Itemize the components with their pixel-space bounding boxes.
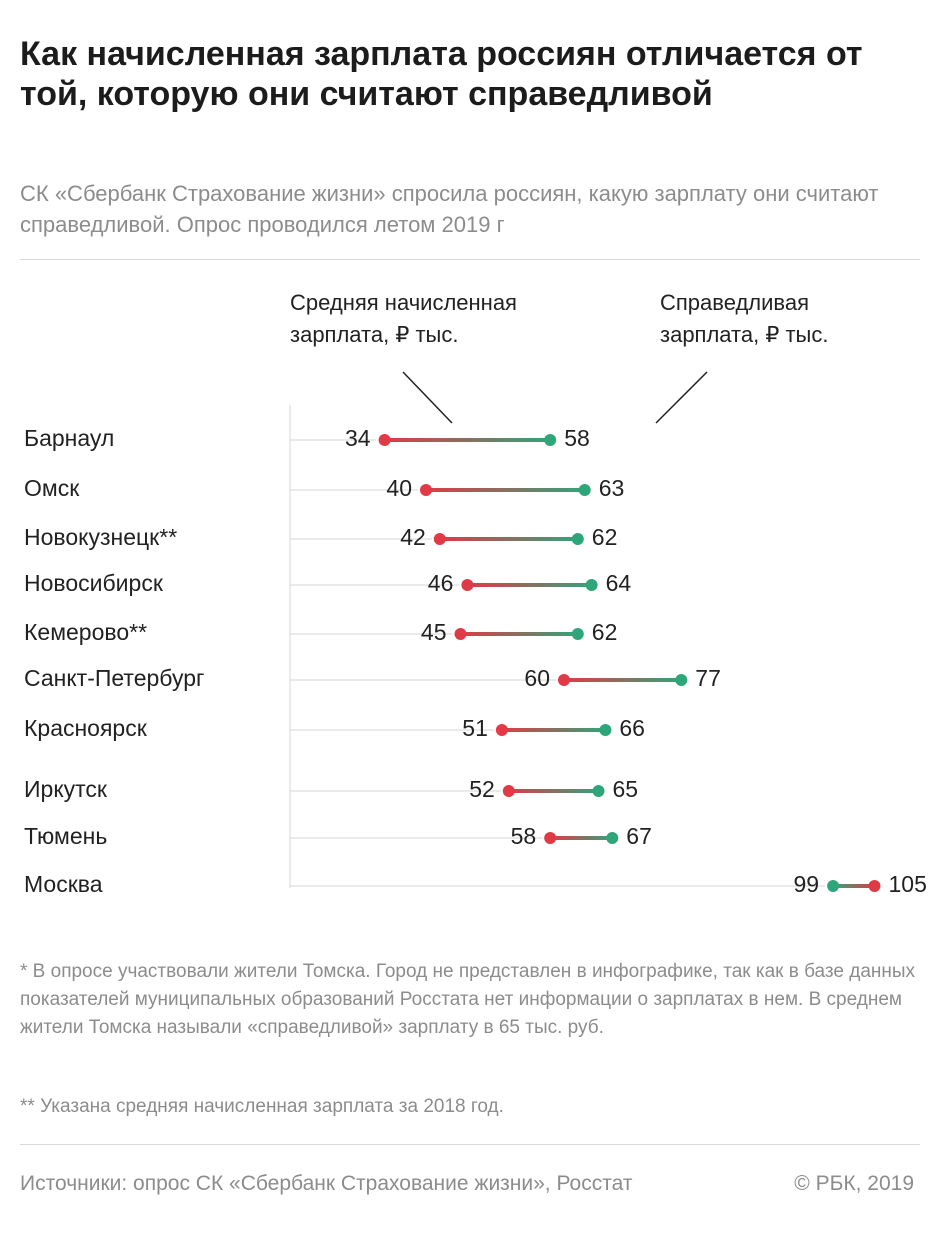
footnote-2018: ** Указана средняя начисленная зарплата … (20, 1096, 504, 1117)
value-label-left: 45 (421, 619, 447, 645)
category-label: Омск (24, 475, 80, 501)
value-label-right: 58 (564, 425, 590, 451)
fair-point (599, 724, 612, 736)
value-label-right: 66 (619, 715, 645, 741)
actual-point (433, 533, 446, 545)
category-label: Новосибирск (24, 570, 164, 596)
value-label-right: 62 (592, 619, 618, 645)
fair-point (827, 880, 840, 892)
dumbbell-chart: Средняя начисленная зарплата, ₽ тыс. Справ… (24, 290, 927, 897)
legend-fair-label: Справедливая (660, 290, 809, 315)
value-label-left: 52 (469, 776, 495, 802)
legend-actual-label: Средняя начисленная (290, 290, 517, 315)
value-label-left: 42 (400, 524, 426, 550)
copyright-text: © РБК, 2019 (794, 1172, 914, 1195)
fair-point (578, 484, 591, 496)
legend-fair-label: зарплата, ₽ тыс. (660, 322, 828, 347)
connector-bar (833, 884, 875, 888)
legend-fair-pointer (655, 371, 708, 424)
fair-point (606, 832, 619, 844)
legend-actual-pointer (402, 371, 453, 424)
fair-point (585, 579, 598, 591)
value-label-right: 62 (592, 524, 618, 550)
connector-bar (550, 836, 613, 840)
connector-bar (508, 789, 599, 793)
chart-title: Как начисленная зарплата россиян отличае… (20, 35, 863, 113)
value-label-left: 99 (794, 871, 820, 897)
category-label: Новокузнецк** (24, 524, 177, 550)
chart-subtitle: СК «Сбербанк Страхование жизни» спросила… (20, 181, 879, 237)
value-label-right: 77 (695, 665, 721, 691)
category-label: Красноярск (24, 715, 148, 741)
connector-bar (564, 678, 682, 682)
category-label: Тюмень (24, 823, 107, 849)
connector-bar (467, 583, 592, 587)
actual-point (378, 434, 391, 446)
connector-bar (426, 488, 585, 492)
value-label-right: 63 (599, 475, 625, 501)
value-label-right: 64 (606, 570, 632, 596)
top-divider (20, 259, 920, 260)
connector-bar (501, 728, 606, 732)
actual-point (461, 579, 474, 591)
value-label-left: 58 (511, 823, 537, 849)
value-label-right: 105 (889, 871, 927, 897)
value-label-right: 67 (626, 823, 652, 849)
actual-point (544, 832, 557, 844)
actual-point (495, 724, 508, 736)
fair-point (675, 674, 688, 686)
value-label-left: 40 (386, 475, 412, 501)
category-label: Иркутск (24, 776, 108, 802)
actual-point (558, 674, 570, 686)
bottom-divider (20, 1144, 920, 1145)
category-label: Барнаул (24, 425, 114, 451)
actual-point (868, 880, 881, 892)
actual-point (420, 484, 432, 496)
connector-bar (439, 537, 578, 541)
category-label: Санкт-Петербург (24, 665, 204, 691)
fair-point (544, 434, 557, 446)
fair-point (571, 628, 584, 640)
value-label-left: 34 (345, 425, 371, 451)
sources-text: Источники: опрос СК «Сбербанк Страховани… (20, 1172, 633, 1195)
value-label-left: 46 (428, 570, 454, 596)
fair-point (592, 785, 605, 797)
footnote-tomsk: * В опросе участвовали жители Томска. Го… (20, 961, 916, 1038)
legend-actual-label: зарплата, ₽ тыс. (290, 322, 458, 347)
fair-point (571, 533, 584, 545)
value-label-left: 60 (524, 665, 550, 691)
actual-point (454, 628, 467, 640)
value-label-right: 65 (613, 776, 639, 802)
actual-point (502, 785, 515, 797)
value-label-left: 51 (462, 715, 488, 741)
category-label: Москва (24, 871, 103, 897)
connector-bar (460, 632, 578, 636)
category-label: Кемерово** (24, 619, 147, 645)
connector-bar (384, 438, 551, 442)
